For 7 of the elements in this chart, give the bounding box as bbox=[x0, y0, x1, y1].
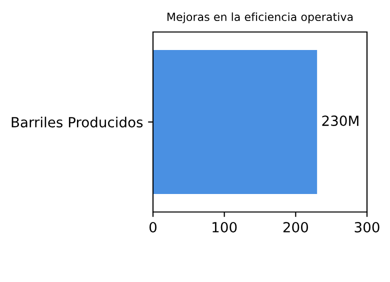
x-tick-label: 200 bbox=[283, 222, 308, 232]
x-tick-label: 100 bbox=[212, 222, 237, 232]
x-tick-label: 300 bbox=[354, 222, 380, 232]
chart-title: Mejoras en la eficiencia operativa bbox=[168, 12, 353, 24]
y-tick-label: Barriles Producidos bbox=[12, 116, 143, 128]
x-tick-label: 0 bbox=[149, 222, 156, 232]
data-label: 230M bbox=[322, 116, 358, 126]
